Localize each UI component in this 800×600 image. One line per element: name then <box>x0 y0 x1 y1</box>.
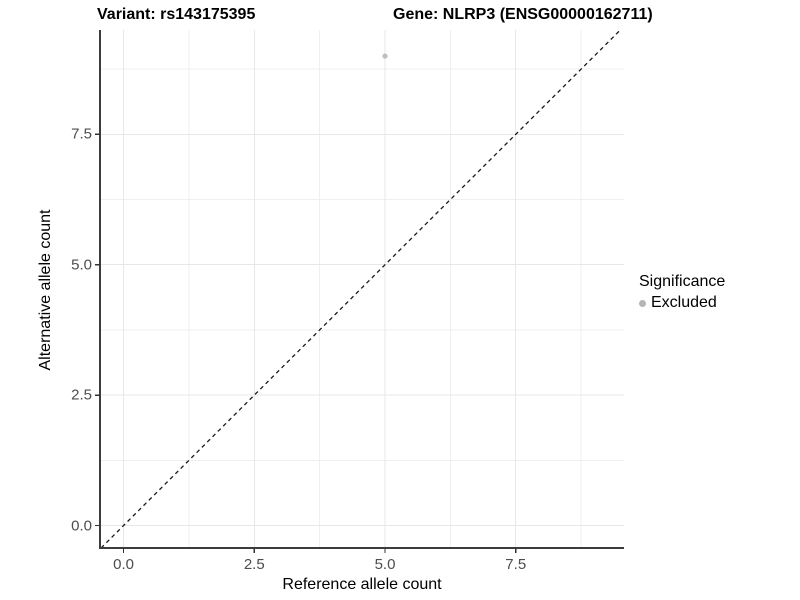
x-tick-label: 2.5 <box>243 556 265 573</box>
y-tick-label: 0.0 <box>71 517 92 535</box>
x-tick-label: 0.0 <box>113 556 134 573</box>
legend: Significance Excluded <box>639 273 725 312</box>
y-tick-label: 5.0 <box>71 256 92 274</box>
legend-title: Significance <box>639 273 726 290</box>
plot-title-variant: Variant: rs143175395 <box>97 6 256 23</box>
legend-item-label: Excluded <box>651 294 717 311</box>
data-point <box>382 53 388 59</box>
legend-item-excluded: Excluded <box>639 294 725 312</box>
y-tick-label: 7.5 <box>71 125 92 143</box>
x-tick-label: 7.5 <box>505 556 527 573</box>
y-axis-title: Alternative allele count <box>37 209 54 371</box>
plot-title-gene: Gene: NLRP3 (ENSG00000162711) <box>393 6 653 23</box>
x-tick-label: 5.0 <box>374 556 396 573</box>
y-tick-label: 2.5 <box>71 386 92 404</box>
legend-point-swatch <box>639 299 646 307</box>
x-axis-title: Reference allele count <box>282 576 442 593</box>
identity-dashed-line <box>100 29 621 549</box>
